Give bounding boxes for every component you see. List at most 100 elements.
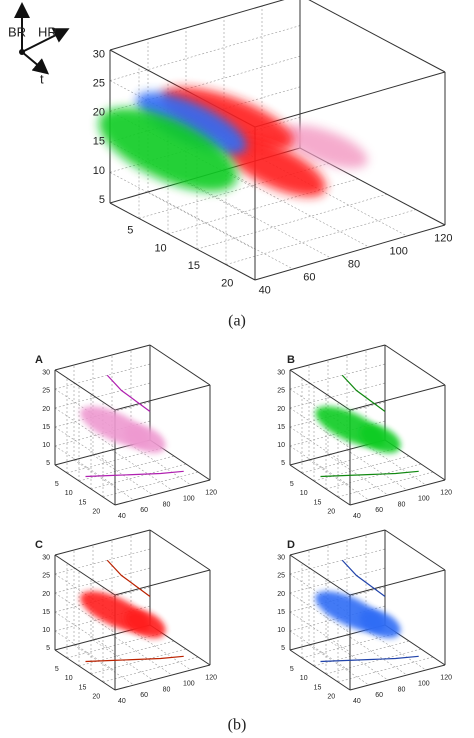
- density-blob: [224, 137, 326, 197]
- grid-line: [130, 444, 192, 486]
- grid-line: [54, 407, 116, 449]
- box-edge: [289, 344, 386, 371]
- grid-line: [225, 209, 417, 265]
- grid-line: [185, 180, 332, 259]
- z-tick-label: 10: [42, 442, 50, 449]
- box-edge: [289, 369, 351, 411]
- grid-line: [313, 640, 410, 667]
- t-tick-label: 15: [79, 684, 87, 691]
- grid-line: [325, 463, 422, 490]
- t-tick-label: 10: [65, 675, 73, 682]
- z-tick-label: 15: [42, 424, 50, 431]
- grid-line: [109, 141, 256, 220]
- box-edge: [349, 479, 446, 506]
- t-tick-label: 20: [327, 694, 335, 701]
- box-edge: [384, 344, 446, 386]
- box-edge: [54, 554, 116, 596]
- projection-trace: [106, 559, 151, 597]
- density-blob: [136, 92, 247, 155]
- z-tick-label: 20: [93, 107, 105, 119]
- grid-line: [289, 363, 386, 390]
- hr-tick-label: 60: [375, 507, 383, 514]
- z-tick-label: 30: [42, 555, 50, 562]
- plot-3d: 5 10 15 20 25 30 5 10 15 20 40 60 80 100 120: [277, 344, 452, 520]
- box-edge: [254, 71, 446, 128]
- t-tick-label: 10: [300, 675, 308, 682]
- grid-line: [261, 158, 408, 237]
- z-tick-label: 5: [46, 645, 50, 652]
- box-edge: [289, 649, 351, 691]
- z-tick-label: 30: [277, 370, 285, 377]
- grid-line: [73, 644, 135, 686]
- grid-line: [54, 630, 116, 672]
- hr-tick-label: 40: [259, 284, 271, 296]
- box-edge: [114, 569, 211, 596]
- z-tick-label: 30: [93, 48, 105, 60]
- grid-line: [308, 644, 370, 686]
- z-tick-label: 25: [42, 388, 50, 395]
- axis-key-label: BR: [8, 24, 26, 39]
- hr-tick-label: 120: [440, 490, 452, 497]
- z-tick-label: 30: [42, 370, 50, 377]
- grid-line: [313, 455, 410, 482]
- t-tick-label: 15: [188, 260, 200, 272]
- plot-3d: 5 10 15 20 25 30 5 10 15 20 40 60 80 100 120: [93, 0, 452, 296]
- box-edge: [149, 529, 211, 571]
- z-tick-label: 25: [277, 388, 285, 395]
- grid-line: [109, 25, 301, 81]
- projection-trace: [341, 374, 386, 412]
- grid-line: [54, 592, 116, 634]
- t-tick-label: 5: [290, 481, 294, 488]
- plot-3d: 5 10 15 20 25 30 5 10 15 20 40 60 80 100 120: [42, 344, 217, 520]
- z-tick-label: 15: [277, 609, 285, 616]
- grid-line: [130, 629, 192, 671]
- grid-line: [289, 426, 351, 468]
- hr-tick-label: 80: [348, 258, 360, 270]
- box-edge: [308, 0, 446, 73]
- z-tick-label: 5: [46, 460, 50, 467]
- grid-line: [337, 656, 434, 683]
- axis-key-label: t: [40, 71, 44, 86]
- grid-line: [54, 567, 151, 594]
- hr-tick-label: 80: [163, 686, 171, 693]
- grid-line: [223, 169, 370, 248]
- density-blob: [124, 609, 166, 639]
- box-edge: [349, 384, 446, 411]
- plot-3d: 5 10 15 20 25 30 5 10 15 20 40 60 80 100 120: [277, 529, 452, 705]
- grid-line: [308, 459, 370, 501]
- t-tick-label: 10: [300, 490, 308, 497]
- density-blob: [98, 107, 238, 192]
- z-tick-label: 5: [281, 460, 285, 467]
- t-tick-label: 20: [92, 509, 100, 516]
- t-tick-label: 15: [79, 499, 87, 506]
- t-tick-label: 5: [55, 481, 59, 488]
- z-tick-label: 5: [99, 194, 105, 206]
- subpanel-label: B: [287, 354, 295, 366]
- hr-tick-label: 120: [440, 675, 452, 682]
- z-tick-label: 15: [93, 136, 105, 148]
- hr-tick-label: 100: [389, 245, 407, 257]
- box-edge: [289, 529, 386, 556]
- density-blob: [359, 424, 401, 454]
- grid-line: [365, 444, 427, 486]
- hr-tick-label: 80: [398, 686, 406, 693]
- density-blob: [124, 424, 166, 454]
- box-edge: [289, 464, 351, 506]
- box-edge: [349, 664, 446, 691]
- grid-line: [196, 193, 388, 250]
- orientation-key: BR HR t: [8, 2, 70, 86]
- hr-tick-label: 120: [205, 675, 217, 682]
- z-tick-label: 20: [42, 591, 50, 598]
- z-tick-label: 15: [42, 609, 50, 616]
- plot-3d: 5 10 15 20 25 30 5 10 15 20 40 60 80 100 120: [42, 529, 217, 705]
- hr-tick-label: 40: [118, 698, 126, 705]
- hr-tick-label: 100: [183, 680, 195, 687]
- grid-line: [54, 548, 151, 575]
- grid-line: [365, 629, 427, 671]
- box-edge: [54, 344, 151, 371]
- hr-tick-label: 80: [398, 501, 406, 508]
- t-tick-label: 10: [65, 490, 73, 497]
- z-tick-label: 10: [93, 165, 105, 177]
- density-blob: [282, 125, 368, 169]
- grid-line: [78, 640, 175, 667]
